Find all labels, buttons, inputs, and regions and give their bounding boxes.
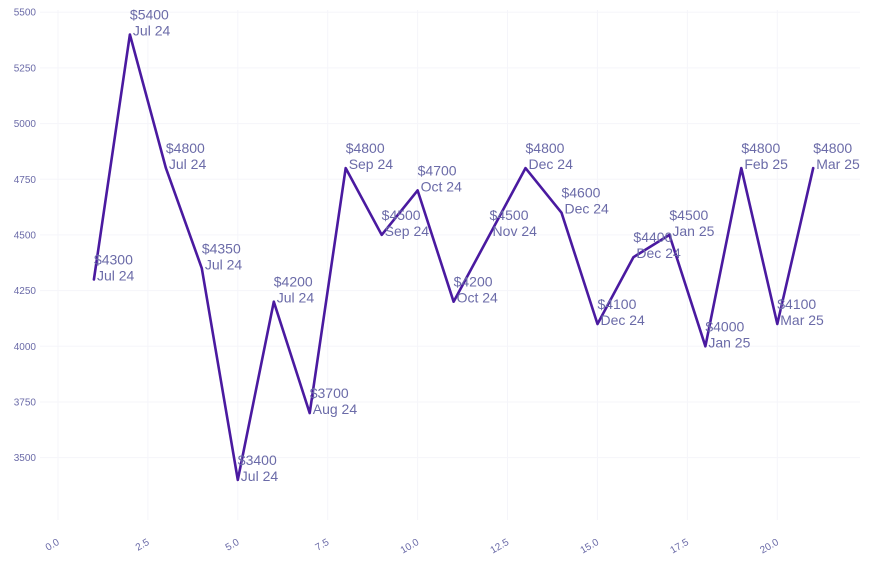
data-label-month: Mar 25: [816, 156, 860, 172]
data-label-month: Nov 24: [493, 223, 538, 239]
data-label-price: $4500: [490, 207, 529, 223]
data-label-price: $4100: [777, 296, 816, 312]
data-label-month: Dec 24: [600, 312, 645, 328]
x-tick-label: 10.0: [399, 537, 422, 556]
x-tick-label: 20.0: [758, 537, 781, 556]
data-label-price: $4500: [669, 207, 708, 223]
data-label-price: $4000: [705, 318, 744, 334]
axis-ticks: 3500 3750 4000 4250 4500 4750 5000 5250 5500 0.0 2…: [14, 8, 781, 557]
y-tick-label: 4500: [14, 230, 37, 241]
data-label-month: Jul 24: [97, 267, 135, 283]
data-label-price: $4300: [94, 251, 133, 267]
x-tick-label: 5.0: [224, 537, 242, 554]
grid: [40, 10, 860, 520]
data-label-price: $3400: [238, 452, 277, 468]
data-label-month: Feb 25: [744, 156, 788, 172]
data-label-price: $5400: [130, 6, 169, 22]
series-line-price: [92, 33, 815, 482]
data-label-month: Sep 24: [385, 223, 430, 239]
data-label-price: $4800: [166, 140, 205, 156]
data-label-month: Dec 24: [636, 245, 681, 261]
data-label-month: Jul 24: [241, 468, 279, 484]
data-label-month: Mar 25: [780, 312, 824, 328]
data-label-month: Sep 24: [349, 156, 394, 172]
data-label-month: Dec 24: [564, 201, 609, 217]
data-label-month: Oct 24: [457, 290, 498, 306]
series-line: [92, 33, 815, 482]
data-label-price: $3700: [310, 385, 349, 401]
data-label-price: $4800: [346, 140, 385, 156]
y-tick-label: 4250: [14, 286, 37, 297]
x-tick-label: 2.5: [134, 537, 152, 554]
x-tick-label: 15.0: [579, 537, 602, 556]
y-tick-label: 5250: [14, 63, 37, 74]
data-label-month: Jul 24: [133, 22, 171, 38]
data-label-month: Oct 24: [421, 178, 462, 194]
y-tick-label: 3750: [14, 397, 37, 408]
data-label-month: Jan 25: [708, 334, 750, 350]
y-tick-label: 4750: [14, 175, 37, 186]
x-tick-label: 12.5: [489, 537, 512, 556]
data-label-month: Jul 24: [169, 156, 207, 172]
data-label-month: Dec 24: [529, 156, 574, 172]
x-tick-label: 7.5: [314, 537, 332, 554]
data-label-month: Jan 25: [672, 223, 714, 239]
data-label-price: $4600: [561, 185, 600, 201]
y-tick-label: 5500: [14, 8, 37, 19]
data-label-price: $4800: [813, 140, 852, 156]
y-tick-label: 4000: [14, 342, 37, 353]
data-label-price: $4700: [418, 162, 457, 178]
data-label-price: $4350: [202, 240, 241, 256]
data-label-price: $4500: [382, 207, 421, 223]
data-label-price: $4400: [633, 229, 672, 245]
x-tick-label: 17.5: [669, 537, 692, 556]
data-label-price: $4200: [274, 274, 313, 290]
data-label-month: Aug 24: [313, 401, 358, 417]
data-label-price: $4100: [597, 296, 636, 312]
data-label-price: $4800: [741, 140, 780, 156]
y-tick-label: 5000: [14, 119, 37, 130]
x-tick-label: 0.0: [44, 537, 62, 554]
data-label-month: Jul 24: [205, 256, 243, 272]
y-tick-label: 3500: [14, 453, 37, 464]
data-label-month: Jul 24: [277, 290, 315, 306]
data-label-price: $4200: [454, 274, 493, 290]
data-label-price: $4800: [526, 140, 565, 156]
